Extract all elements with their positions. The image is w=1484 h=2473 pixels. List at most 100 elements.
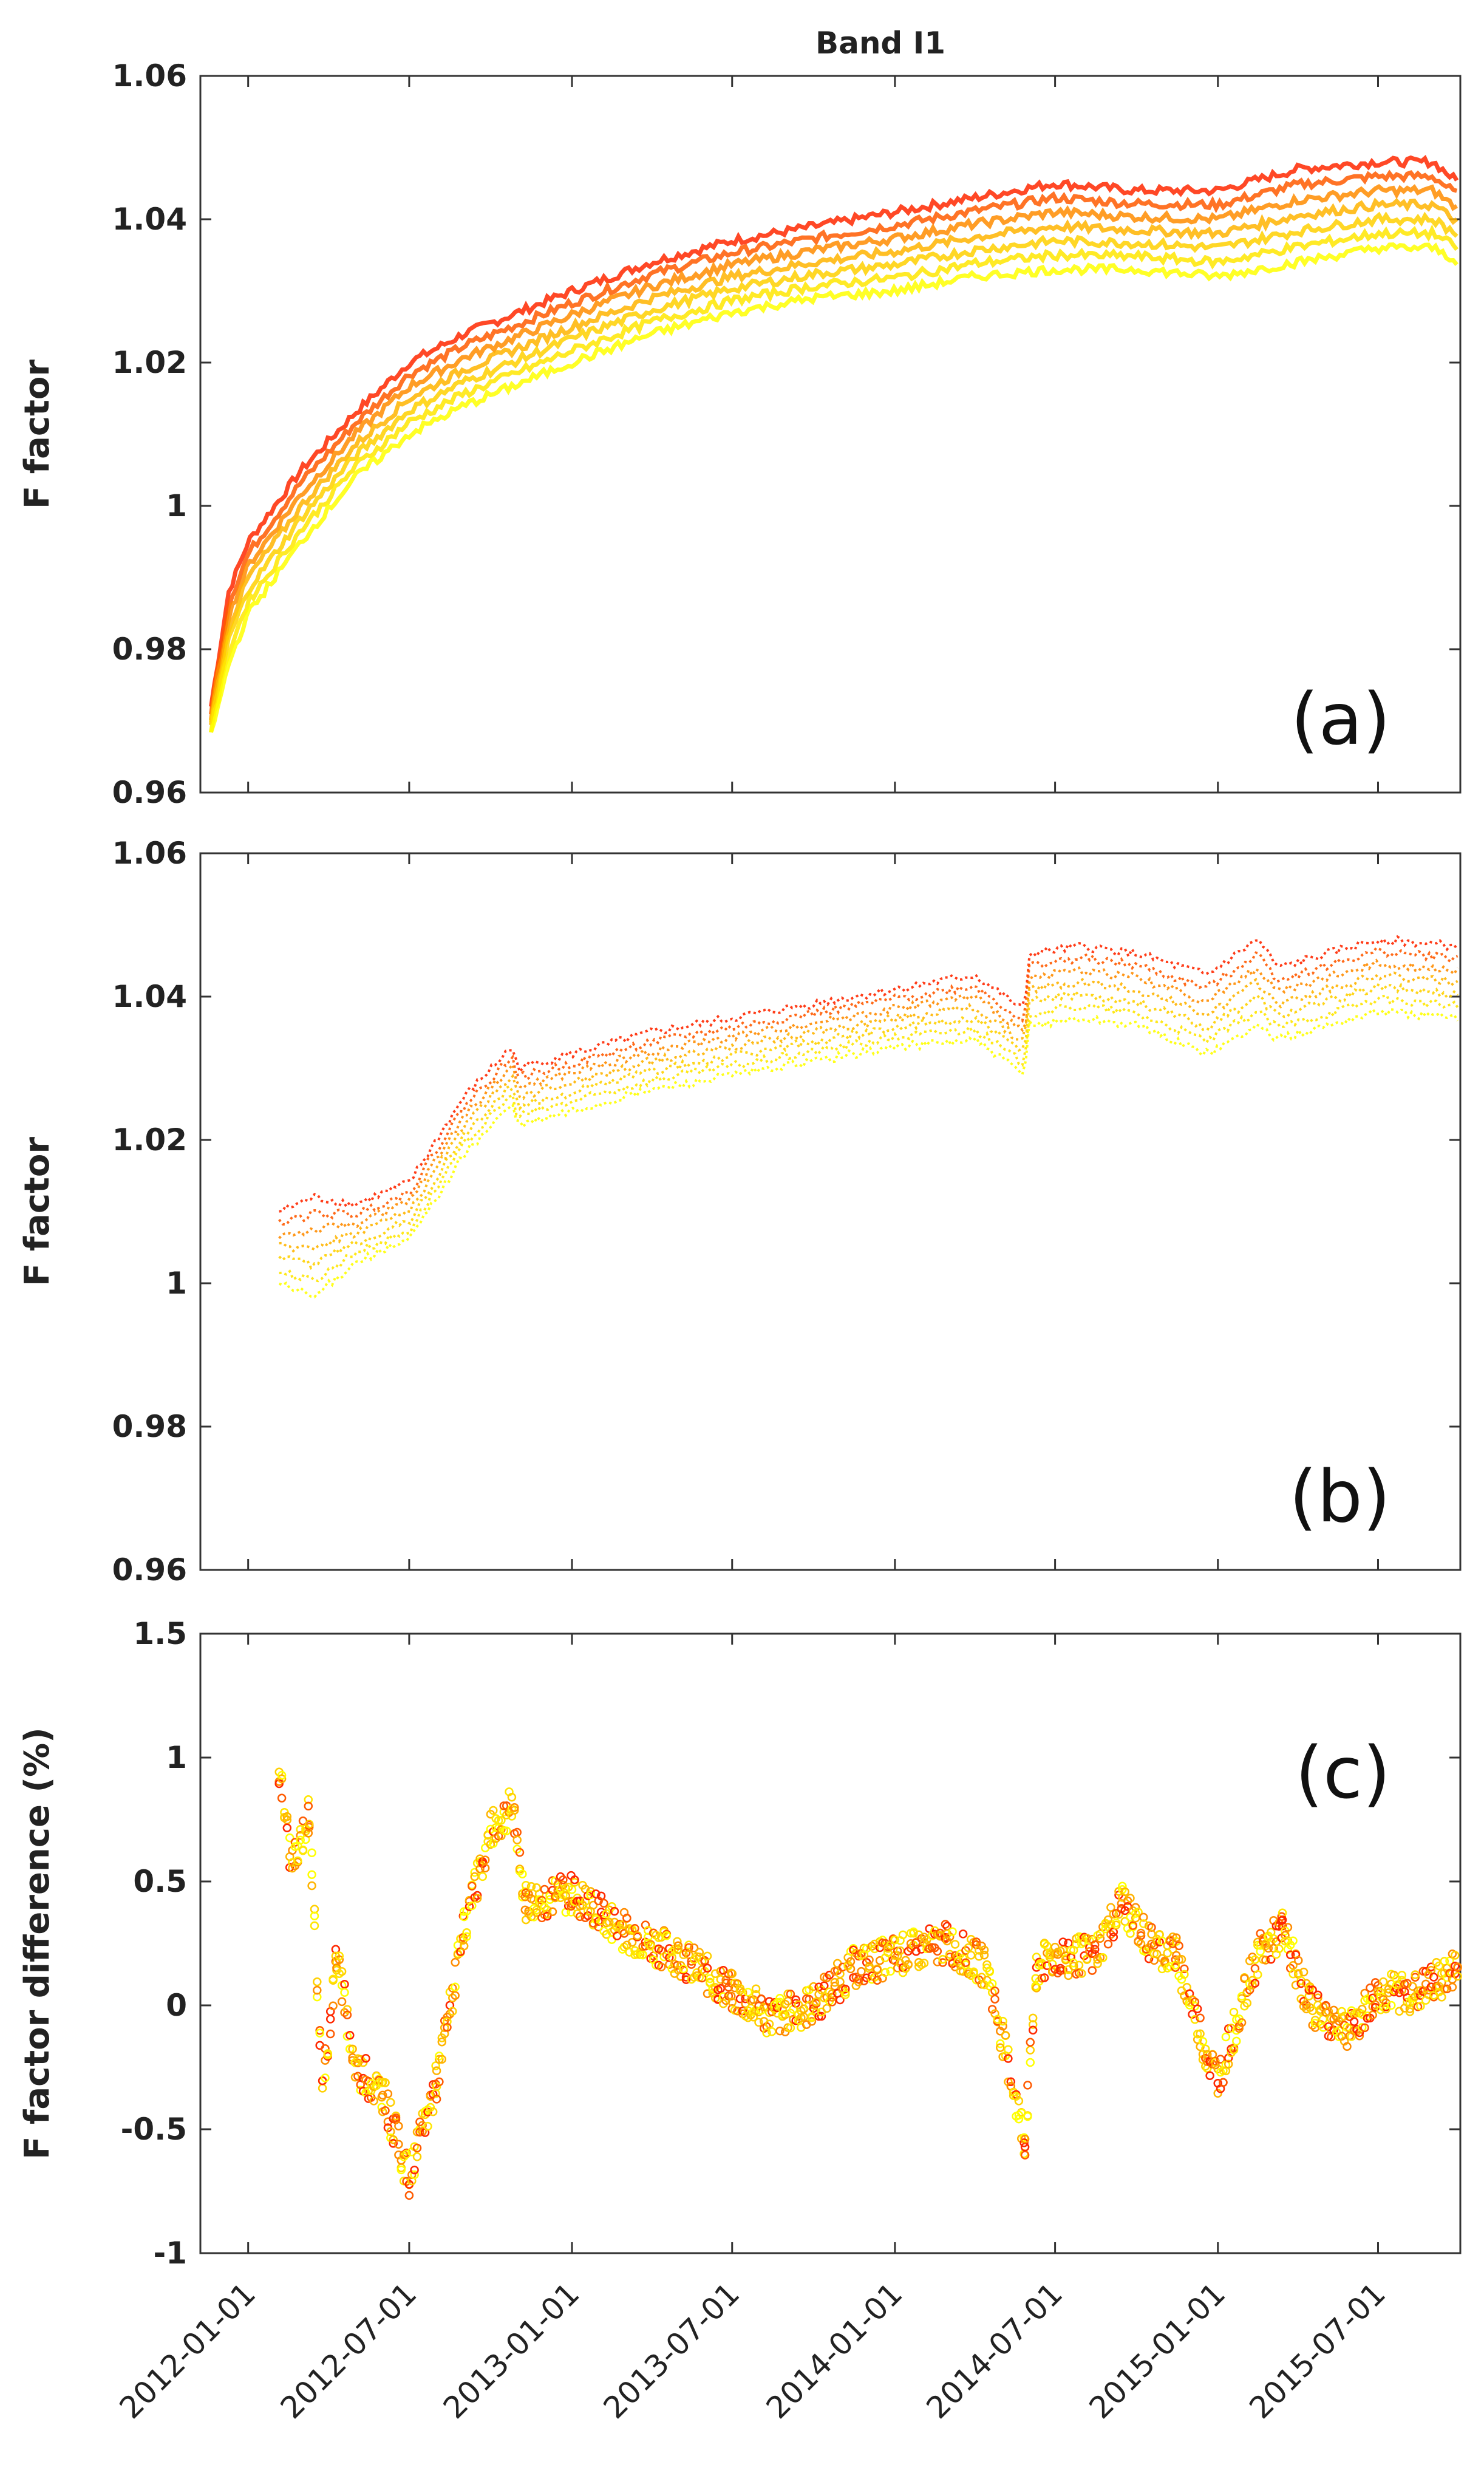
series-line: [209, 224, 1458, 733]
data-point: [1288, 1970, 1298, 1979]
data-point: [948, 1927, 957, 1936]
data-point: [1180, 1970, 1189, 1979]
data-point: [277, 1774, 287, 1784]
data-point: [345, 2031, 355, 2040]
data-point: [857, 1966, 866, 1976]
data-point: [604, 1918, 614, 1927]
data-point: [743, 1987, 753, 1997]
data-point: [846, 1964, 856, 1974]
data-point: [703, 1963, 712, 1973]
data-point: [559, 1875, 568, 1885]
data-point: [1174, 1941, 1183, 1951]
data-point: [1028, 2020, 1038, 2029]
data-point: [941, 1920, 950, 1929]
data-point: [526, 1882, 536, 1891]
data-point: [703, 1951, 712, 1961]
data-point: [1242, 1999, 1252, 2008]
data-point: [990, 1986, 999, 1996]
data-point: [1324, 2007, 1333, 2016]
data-point: [277, 1770, 287, 1780]
data-point: [1313, 1990, 1322, 2000]
series-dots: [278, 958, 1459, 1240]
data-point: [298, 1846, 308, 1855]
data-point: [532, 1908, 541, 1917]
data-point: [751, 1984, 761, 1993]
data-point: [1160, 1956, 1169, 1965]
data-point: [451, 1957, 460, 1967]
axes-frame: [199, 1632, 1462, 2254]
data-point: [1196, 2029, 1205, 2039]
data-point: [570, 1878, 579, 1887]
data-point: [313, 1985, 322, 1995]
data-point: [1205, 2071, 1214, 2080]
data-point: [412, 2143, 422, 2153]
y-tick-label: 0.98: [112, 632, 187, 667]
data-point: [1069, 1962, 1078, 1971]
data-point: [328, 2001, 338, 2011]
data-point: [1023, 2112, 1032, 2121]
data-point: [1453, 1962, 1462, 1971]
data-point: [1026, 2058, 1035, 2067]
data-point: [1448, 1982, 1457, 1992]
y-tick-label: 1: [166, 1266, 187, 1301]
data-point: [432, 2082, 441, 2091]
data-point: [285, 1833, 294, 1843]
data-point: [830, 1977, 840, 1987]
data-point: [1397, 1971, 1407, 1980]
data-point: [1037, 1960, 1047, 1970]
data-point: [1451, 1951, 1460, 1960]
data-point: [630, 1923, 639, 1933]
data-point: [1165, 1962, 1175, 1971]
x-tick-label: 2014-01-01: [760, 2276, 909, 2425]
data-point: [961, 1958, 970, 1967]
data-point: [1019, 2138, 1029, 2147]
data-point: [979, 1980, 989, 1990]
data-point: [817, 1985, 826, 1995]
data-point: [1216, 2055, 1225, 2064]
data-point: [1098, 1953, 1108, 1962]
data-point: [502, 1810, 511, 1820]
data-point: [304, 1801, 313, 1811]
data-point: [459, 1941, 469, 1951]
data-point: [1082, 1934, 1092, 1943]
y-axis-label: F factor: [18, 360, 57, 509]
data-point: [716, 1984, 726, 1993]
series-line: [209, 211, 1458, 723]
data-point: [873, 1965, 882, 1974]
data-point: [310, 1911, 319, 1921]
series-dots: [279, 935, 1459, 1213]
data-point: [342, 2010, 352, 2019]
data-point: [817, 2011, 826, 2021]
data-point: [1058, 1937, 1067, 1946]
data-point: [975, 1946, 984, 1955]
data-point: [828, 1989, 837, 1999]
data-point: [996, 2043, 1005, 2052]
data-point: [335, 1955, 344, 1964]
data-point: [468, 1901, 477, 1911]
data-point: [304, 1829, 313, 1838]
data-point: [340, 1979, 349, 1989]
data-point: [673, 1941, 683, 1951]
data-point: [1111, 1920, 1121, 1929]
data-point: [1294, 1968, 1303, 1978]
data-point: [1139, 1919, 1148, 1928]
data-point: [828, 1997, 837, 2007]
data-point: [1237, 2018, 1247, 2027]
data-point: [1095, 1934, 1105, 1943]
data-point: [1313, 1993, 1322, 2002]
data-point: [780, 2010, 790, 2019]
data-point: [1045, 1948, 1055, 1958]
y-tick-label: 1.06: [112, 58, 187, 94]
data-point: [911, 1946, 921, 1956]
data-point: [998, 2022, 1007, 2031]
data-point: [1253, 1970, 1262, 1979]
data-point: [423, 2121, 432, 2131]
data-point: [822, 2004, 831, 2013]
data-point: [361, 2053, 370, 2063]
data-point: [1240, 1974, 1249, 1984]
data-point: [342, 2005, 352, 2014]
data-point: [407, 2170, 417, 2180]
data-point: [985, 1966, 995, 1976]
data-point: [1026, 2038, 1035, 2047]
panel-a: 0.96 0.98 1 1.02 1.04 1.06 F factor (a): [18, 58, 1462, 810]
